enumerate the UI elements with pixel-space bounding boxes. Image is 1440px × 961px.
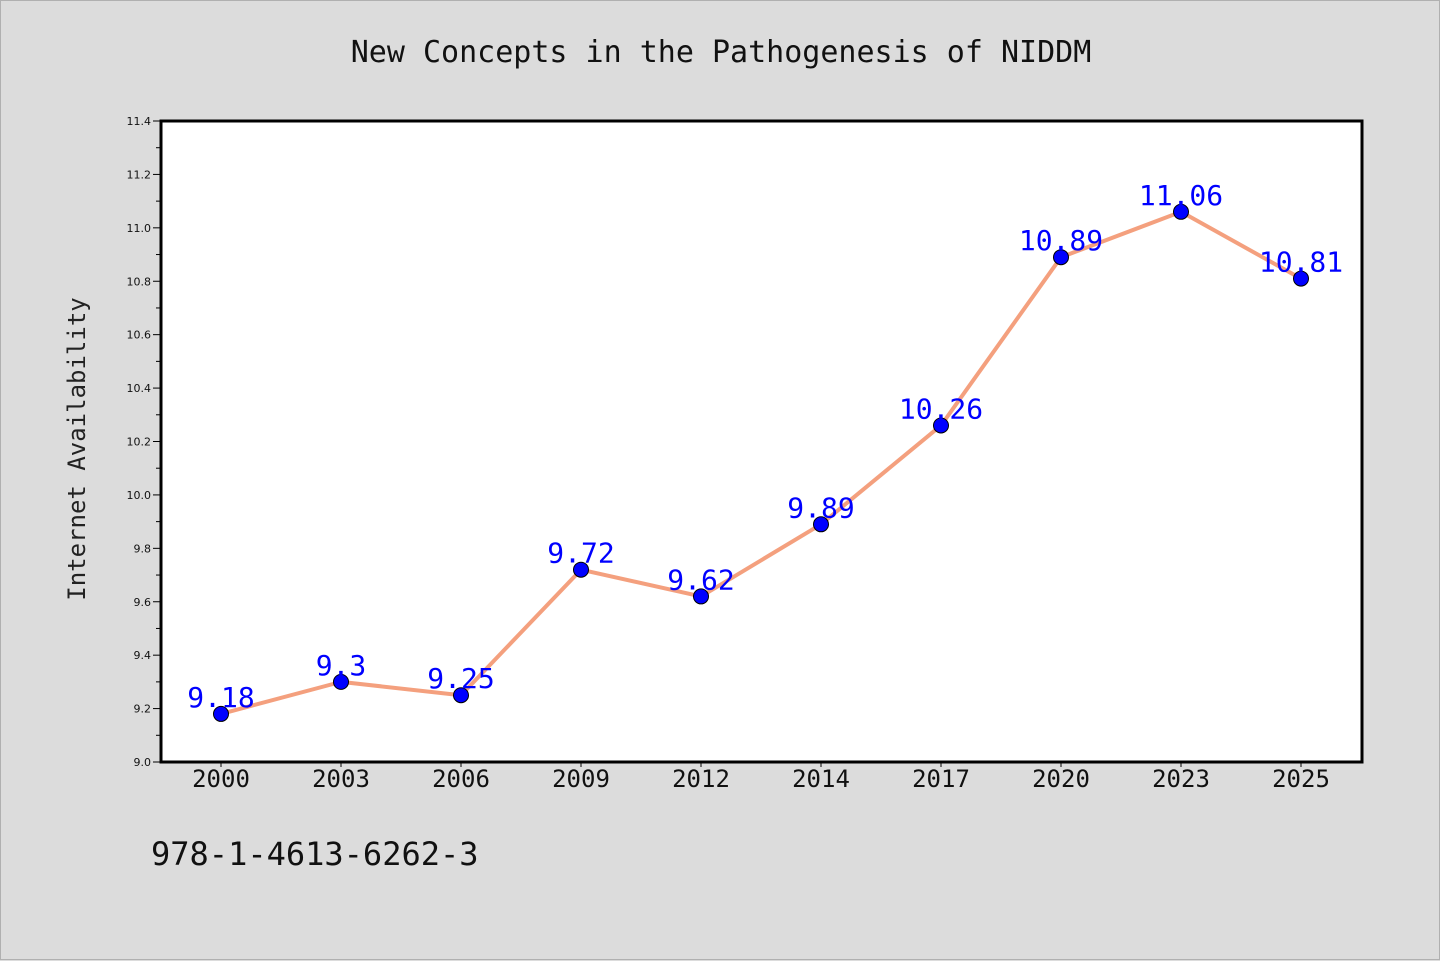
data-label: 9.72: [547, 537, 614, 570]
plot-area: [159, 119, 1364, 764]
x-tick-label: 2000: [192, 765, 250, 793]
data-point: [813, 516, 829, 533]
y-tick-label: 11.2: [127, 168, 152, 181]
x-tick-label: 2014: [792, 765, 850, 793]
y-tick-label: 10.4: [127, 382, 152, 395]
data-label: 9.25: [427, 662, 494, 695]
data-point: [1293, 270, 1309, 287]
y-tick-label: 9.4: [134, 649, 152, 662]
x-tick-label: 2025: [1272, 765, 1330, 793]
chart-title: New Concepts in the Pathogenesis of NIDD…: [350, 35, 1092, 70]
x-tick-label: 2023: [1152, 765, 1210, 793]
y-tick-label: 11.0: [127, 222, 152, 235]
data-point: [693, 588, 709, 605]
data-point: [573, 561, 589, 578]
data-point: [453, 687, 469, 704]
y-tick-label: 9.6: [134, 596, 152, 609]
y-tick-label: 10.0: [127, 489, 152, 502]
data-label: 9.3: [316, 649, 367, 682]
data-label: 9.18: [187, 681, 254, 714]
x-tick-label: 2009: [552, 765, 610, 793]
x-tick-label: 2017: [912, 765, 970, 793]
data-point: [333, 673, 349, 690]
y-tick-label: 9.0: [134, 756, 152, 769]
data-label: 11.06: [1139, 179, 1223, 212]
data-label: 10.89: [1019, 224, 1103, 257]
data-point: [933, 417, 949, 434]
isbn-text: 978-1-4613-6262-3: [151, 835, 479, 873]
data-label: 9.89: [787, 491, 854, 524]
y-tick-label: 10.8: [127, 275, 152, 288]
data-label: 10.81: [1259, 246, 1343, 279]
y-tick-label: 10.6: [127, 329, 152, 342]
y-tick-label: 11.4: [127, 115, 152, 128]
data-point: [1173, 203, 1189, 220]
x-tick-label: 2020: [1032, 765, 1090, 793]
x-tick-label: 2003: [312, 765, 370, 793]
data-point: [1053, 249, 1069, 266]
series-line: [219, 209, 1303, 716]
data-point: [213, 705, 229, 722]
y-tick-label: 9.8: [134, 542, 152, 555]
data-label: 10.26: [899, 392, 983, 425]
y-tick-label: 9.2: [134, 703, 152, 716]
y-tick-label: 10.2: [127, 436, 152, 449]
x-tick-label: 2012: [672, 765, 730, 793]
data-label: 9.62: [667, 563, 734, 596]
x-tick-label: 2006: [432, 765, 490, 793]
